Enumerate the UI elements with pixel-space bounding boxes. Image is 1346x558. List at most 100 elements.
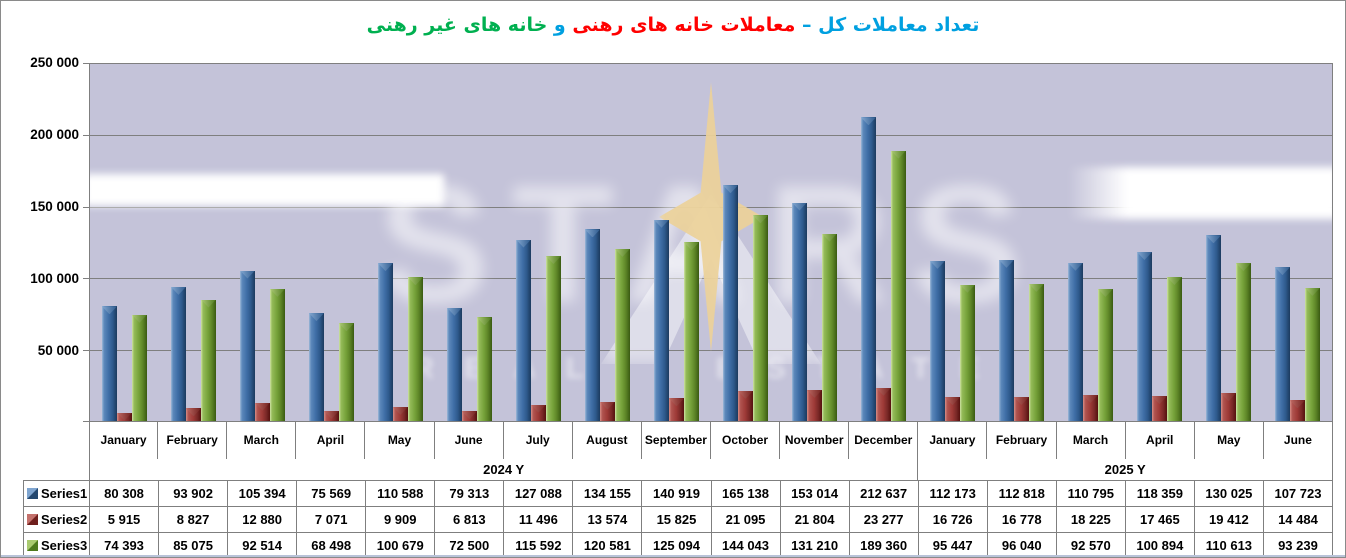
bar-series1-february-2025 bbox=[999, 259, 1014, 421]
bar-series2-december-2024 bbox=[876, 387, 891, 421]
category-2024-july bbox=[504, 64, 573, 421]
category-2024-march bbox=[228, 64, 297, 421]
table-cell-series3-2024-june: 72 500 bbox=[435, 533, 505, 557]
x-axis-month-label-2024-september: September bbox=[642, 422, 711, 459]
bar-series1-july-2024 bbox=[516, 239, 531, 421]
data-table: Series1 80 308 93 902 105 394 75 569 110 588 7… bbox=[23, 480, 1333, 557]
y-axis-tick bbox=[83, 207, 89, 208]
category-2024-june bbox=[435, 64, 504, 421]
bar-series2-july-2024 bbox=[531, 404, 546, 421]
bar-series3-january-2024 bbox=[132, 314, 147, 421]
category-2025-june bbox=[1263, 64, 1332, 421]
table-cell-series3-2025-february: 96 040 bbox=[987, 533, 1057, 557]
table-cell-series1-2024-may: 110 588 bbox=[366, 481, 436, 507]
y-axis-tick bbox=[83, 63, 89, 64]
table-cell-series1-2025-march: 110 795 bbox=[1056, 481, 1126, 507]
bar-series1-january-2024 bbox=[102, 306, 117, 421]
table-cell-series1-2025-april: 118 359 bbox=[1125, 481, 1195, 507]
bar-series2-august-2024 bbox=[600, 401, 615, 421]
table-cell-series1-2024-july: 127 088 bbox=[504, 481, 574, 507]
title-total-transactions: تعداد معاملات کل bbox=[818, 14, 980, 36]
x-axis-year-label-2025: 2025 Y bbox=[918, 459, 1333, 480]
bar-series2-september-2024 bbox=[669, 398, 684, 421]
title-mortgaged-houses: معاملات خانه های رهنی bbox=[572, 14, 796, 36]
bar-series3-april-2025 bbox=[1167, 276, 1182, 421]
chart-bottom-border bbox=[1, 555, 1345, 557]
table-cell-series3-2024-november: 131 210 bbox=[780, 533, 850, 557]
bar-series3-may-2025 bbox=[1236, 263, 1251, 421]
table-cell-series1-2024-april: 75 569 bbox=[297, 481, 367, 507]
x-axis-month-label-2024-july: July bbox=[504, 422, 573, 459]
table-cell-series1-2025-may: 130 025 bbox=[1194, 481, 1264, 507]
bar-series3-april-2024 bbox=[339, 323, 354, 421]
table-cell-series1-2025-june: 107 723 bbox=[1263, 481, 1333, 507]
bar-series2-february-2024 bbox=[186, 408, 201, 421]
bar-series2-may-2025 bbox=[1221, 393, 1236, 421]
table-cell-series2-2025-june: 14 484 bbox=[1263, 507, 1333, 533]
table-cell-series1-2024-march: 105 394 bbox=[228, 481, 298, 507]
legend-label-series2: Series2 bbox=[41, 512, 88, 527]
x-axis-month-label-2025-june: June bbox=[1264, 422, 1333, 459]
category-2024-january bbox=[90, 64, 159, 421]
bar-series2-march-2025 bbox=[1083, 394, 1098, 421]
bar-series3-june-2025 bbox=[1305, 287, 1320, 421]
bar-series1-october-2024 bbox=[723, 185, 738, 421]
category-2025-february bbox=[987, 64, 1056, 421]
chart-title: تعداد معاملات کل – معاملات خانه های رهنی… bbox=[1, 9, 1345, 41]
x-axis-month-label-2024-november: November bbox=[780, 422, 850, 459]
category-2024-december bbox=[849, 64, 918, 421]
table-cell-series1-2024-november: 153 014 bbox=[780, 481, 850, 507]
bar-series1-march-2024 bbox=[240, 270, 255, 421]
y-axis-tick bbox=[83, 278, 89, 279]
table-cell-series1-2024-june: 79 313 bbox=[435, 481, 505, 507]
bar-series1-december-2024 bbox=[861, 117, 876, 421]
y-axis-label: 50 000 bbox=[37, 343, 79, 358]
bar-series1-may-2024 bbox=[378, 263, 393, 421]
bar-series1-june-2025 bbox=[1275, 267, 1290, 421]
bar-series1-april-2024 bbox=[309, 313, 324, 421]
table-cell-series2-2024-february: 8 827 bbox=[159, 507, 229, 533]
table-cell-series1-2024-september: 140 919 bbox=[642, 481, 712, 507]
bar-series3-march-2024 bbox=[270, 288, 285, 421]
y-axis-tick bbox=[83, 350, 89, 351]
bar-series3-december-2024 bbox=[891, 150, 906, 421]
table-cell-series1-2024-october: 165 138 bbox=[711, 481, 781, 507]
table-cell-series2-2024-june: 6 813 bbox=[435, 507, 505, 533]
bar-series3-february-2024 bbox=[201, 299, 216, 421]
x-axis-month-label-2024-may: May bbox=[365, 422, 435, 459]
series3-color-swatch-icon bbox=[27, 540, 38, 551]
bar-series1-april-2025 bbox=[1137, 251, 1152, 421]
category-2024-may bbox=[366, 64, 435, 421]
legend-cell-series2: Series2 bbox=[24, 507, 90, 533]
bar-series2-october-2024 bbox=[738, 390, 753, 421]
bar-series2-june-2024 bbox=[462, 411, 477, 421]
category-2025-january bbox=[918, 64, 987, 421]
bar-series1-march-2025 bbox=[1068, 262, 1083, 421]
x-axis-month-label-2024-february: February bbox=[158, 422, 228, 459]
bar-series2-march-2024 bbox=[255, 402, 270, 421]
table-cell-series3-2024-march: 92 514 bbox=[228, 533, 298, 557]
category-2024-august bbox=[573, 64, 642, 421]
table-cell-series1-2025-february: 112 818 bbox=[987, 481, 1057, 507]
table-cell-series3-2024-august: 120 581 bbox=[573, 533, 643, 557]
table-cell-series2-2024-august: 13 574 bbox=[573, 507, 643, 533]
title-conjunction: و bbox=[553, 14, 566, 36]
y-axis-label: 150 000 bbox=[30, 199, 79, 214]
x-axis-year-label-2024: 2024 Y bbox=[89, 459, 919, 480]
x-axis-month-label-2024-june: June bbox=[435, 422, 504, 459]
x-axis-month-label-2024-august: August bbox=[573, 422, 642, 459]
category-2024-november bbox=[780, 64, 849, 421]
y-axis-tick bbox=[83, 135, 89, 136]
y-axis-label: 250 000 bbox=[30, 55, 79, 70]
table-cell-series3-2025-june: 93 239 bbox=[1263, 533, 1333, 557]
bar-groups bbox=[90, 64, 1332, 421]
table-cell-series1-2024-december: 212 637 bbox=[849, 481, 919, 507]
bar-series1-june-2024 bbox=[447, 307, 462, 421]
table-cell-series3-2025-april: 100 894 bbox=[1125, 533, 1195, 557]
x-axis-month-label-2024-april: April bbox=[296, 422, 366, 459]
legend-cell-series3: Series3 bbox=[24, 533, 90, 557]
table-cell-series2-2024-september: 15 825 bbox=[642, 507, 712, 533]
bar-series2-june-2025 bbox=[1290, 400, 1305, 421]
x-axis-month-label-2025-january: January bbox=[918, 422, 988, 459]
bar-series1-august-2024 bbox=[585, 229, 600, 421]
